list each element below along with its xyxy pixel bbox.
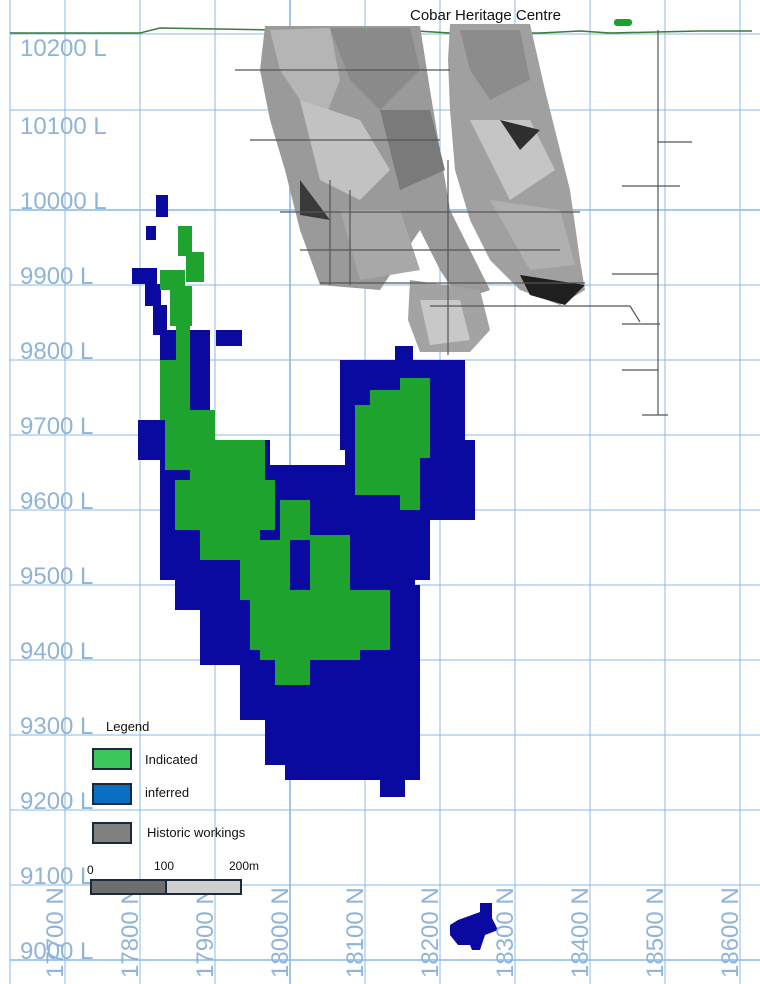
northing-label: 17700 N bbox=[42, 887, 69, 978]
legend-swatch-inferred bbox=[92, 783, 132, 805]
heritage-centre-marker bbox=[614, 19, 632, 26]
level-label: 9000 L bbox=[20, 938, 93, 965]
northing-label: 17800 N bbox=[117, 887, 144, 978]
northing-label: 17900 N bbox=[192, 887, 219, 978]
scale-label: 0 bbox=[87, 863, 94, 877]
level-label: 9400 L bbox=[20, 638, 93, 665]
level-label: 10100 L bbox=[20, 113, 107, 140]
level-label: 9200 L bbox=[20, 788, 93, 815]
northing-label: 18500 N bbox=[642, 887, 669, 978]
landmark-label: Cobar Heritage Centre bbox=[410, 7, 561, 24]
underground-development bbox=[235, 30, 692, 416]
northing-label: 18000 N bbox=[267, 887, 294, 978]
northing-labels: 17700 N 17800 N 17900 N 18000 N 18100 N … bbox=[42, 887, 744, 978]
legend-label: Historic workings bbox=[147, 825, 246, 840]
northing-label: 18600 N bbox=[717, 887, 744, 978]
legend-title: Legend bbox=[106, 719, 149, 734]
level-labels: 10200 L 10100 L 10000 L 9900 L 9800 L 97… bbox=[20, 35, 107, 965]
legend-label: Indicated bbox=[145, 752, 198, 767]
level-label: 9900 L bbox=[20, 263, 93, 290]
legend-label: inferred bbox=[145, 785, 189, 800]
legend-swatch-indicated bbox=[92, 748, 132, 770]
level-label: 9300 L bbox=[20, 713, 93, 740]
northing-label: 18400 N bbox=[567, 887, 594, 978]
legend: Legend Indicated inferred Historic worki… bbox=[92, 719, 246, 844]
level-label: 9100 L bbox=[20, 863, 93, 890]
northing-label: 18100 N bbox=[342, 887, 369, 978]
legend-swatch-historic bbox=[92, 822, 132, 844]
scale-bar: 0 100 200m bbox=[87, 859, 259, 895]
level-label: 9700 L bbox=[20, 413, 93, 440]
northing-label: 18300 N bbox=[492, 887, 519, 978]
level-label: 10000 L bbox=[20, 188, 107, 215]
level-label: 9500 L bbox=[20, 563, 93, 590]
scale-label: 100 bbox=[154, 859, 174, 873]
historic-workings bbox=[260, 24, 585, 352]
level-label: 9800 L bbox=[20, 338, 93, 365]
indicated-resource bbox=[160, 226, 430, 685]
scale-label: 200m bbox=[229, 859, 259, 873]
northing-label: 18200 N bbox=[417, 887, 444, 978]
level-label: 10200 L bbox=[20, 35, 107, 62]
level-label: 9600 L bbox=[20, 488, 93, 515]
